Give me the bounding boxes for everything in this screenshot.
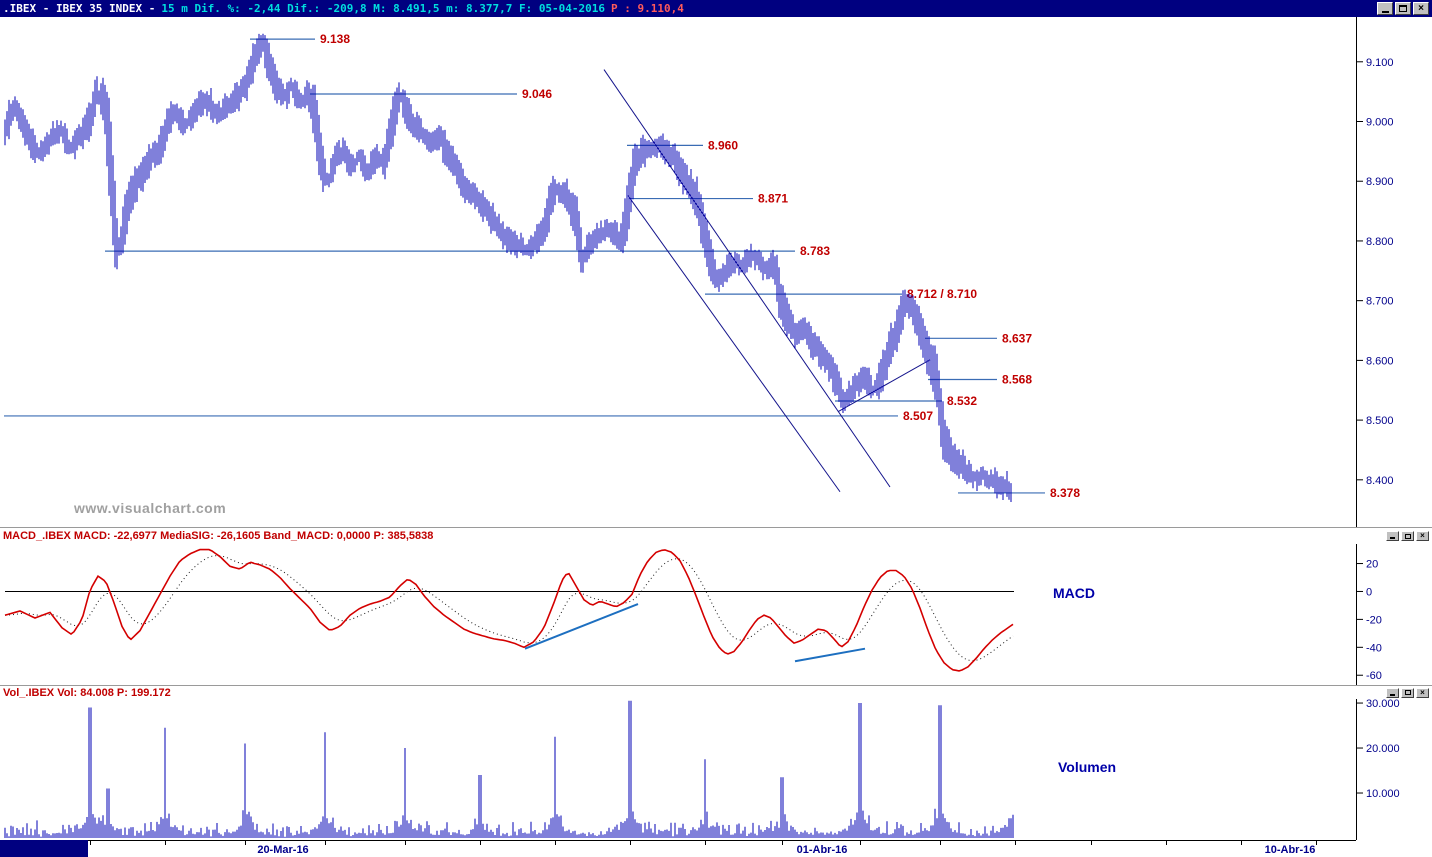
time-axis-tick	[90, 841, 91, 845]
y-axis-label: 9.000	[1366, 117, 1394, 129]
y-axis-label: 8.500	[1366, 415, 1394, 427]
y-axis-label: 10.000	[1366, 788, 1400, 800]
close-button[interactable]: ×	[1413, 2, 1429, 15]
maximize-icon	[1404, 533, 1411, 539]
y-axis-label: 0	[1366, 586, 1372, 598]
y-axis-label: 8.900	[1366, 176, 1394, 188]
minimize-icon	[1390, 537, 1395, 539]
level-label: 8.960	[708, 138, 738, 152]
title-bar: .IBEX - IBEX 35 INDEX - 15 m Dif. %: -2,…	[0, 0, 1432, 17]
close-icon: ×	[1420, 687, 1425, 697]
y-axis-label: -60	[1366, 670, 1382, 682]
time-axis-label: 01-Abr-16	[796, 844, 848, 856]
level-label: 9.138	[320, 32, 350, 46]
volume-chart: 30.000 20.000 10.000	[4, 699, 1400, 840]
maximize-icon	[1399, 5, 1407, 12]
macd-close-button[interactable]: ×	[1416, 531, 1429, 541]
close-icon: ×	[1420, 531, 1425, 540]
time-axis-label: 10-Abr-16	[1264, 844, 1316, 856]
minimize-button[interactable]	[1377, 2, 1393, 15]
macd-minimize-button[interactable]	[1386, 531, 1399, 541]
y-axis-label: 20.000	[1366, 743, 1400, 755]
level-label: 8.637	[1002, 331, 1032, 345]
volume-minimize-button[interactable]	[1386, 687, 1399, 698]
volume-pane-label: Volumen	[1058, 759, 1117, 775]
time-axis-tick	[245, 841, 246, 845]
macd-panel-header: MACD_.IBEX MACD: -22,6977 MediaSIG: -26,…	[0, 527, 1432, 544]
level-label: 8.871	[758, 192, 788, 206]
level-label: 8.532	[947, 394, 977, 408]
y-axis-label: 8.400	[1366, 475, 1394, 487]
time-axis-label: 20-Mar-16	[257, 844, 309, 856]
divergence-line[interactable]	[794, 647, 866, 663]
volume-close-button[interactable]: ×	[1416, 687, 1429, 698]
y-axis-label: -40	[1366, 642, 1382, 654]
divergence-line[interactable]	[524, 603, 639, 650]
macd-header-text: MACD_.IBEX MACD: -22,6977 MediaSIG: -26,…	[3, 530, 434, 542]
maximize-icon	[1404, 690, 1411, 695]
window-controls: ×	[1377, 2, 1429, 15]
title-info: 15 m Dif. %: -2,44 Dif.: -209,8 M: 8.491…	[161, 2, 606, 15]
time-axis-tick	[1241, 841, 1242, 845]
maximize-button[interactable]	[1395, 2, 1411, 15]
volume-header-text: Vol_.IBEX Vol: 84.008 P: 199.172	[3, 686, 171, 699]
level-label: 8.712 / 8.710	[907, 287, 977, 301]
y-axis-label: 8.800	[1366, 236, 1394, 248]
minimize-icon	[1390, 693, 1395, 696]
bottom-left-filler	[0, 840, 88, 857]
close-icon: ×	[1418, 2, 1424, 14]
time-axis-tick	[1015, 841, 1016, 845]
y-axis-label: 8.600	[1366, 355, 1394, 367]
level-label: 9.046	[522, 87, 552, 101]
time-axis-tick	[405, 841, 406, 845]
macd-maximize-button[interactable]	[1401, 531, 1414, 541]
macd-pane-label: MACD	[1053, 585, 1095, 601]
macd-panel-controls: ×	[1386, 531, 1429, 541]
time-axis-tick	[325, 841, 326, 845]
time-axis-tick	[165, 841, 166, 845]
time-axis-tick	[860, 841, 861, 845]
y-axis-label: 8.700	[1366, 296, 1394, 308]
minimize-icon	[1381, 10, 1389, 13]
volume-panel-controls: ×	[1386, 687, 1429, 698]
volume-maximize-button[interactable]	[1401, 687, 1414, 698]
price-chart: 9.100 9.000 8.900 8.800 8.700 8.600 8.500 8.400…	[4, 17, 1394, 527]
time-axis-tick	[1166, 841, 1167, 845]
volume-panel-header: Vol_.IBEX Vol: 84.008 P: 199.172 ×	[0, 685, 1432, 699]
title-last-price: P : 9.110,4	[611, 2, 684, 15]
time-axis-tick	[1091, 841, 1092, 845]
volume-bars	[4, 700, 1014, 838]
time-axis-tick	[940, 841, 941, 845]
time-axis-tick	[782, 841, 783, 845]
level-label: 8.507	[903, 409, 933, 423]
y-axis-label: 30.000	[1366, 699, 1400, 710]
time-axis-tick	[705, 841, 706, 845]
time-axis-tick	[630, 841, 631, 845]
level-label: 8.568	[1002, 372, 1032, 386]
level-label: 8.378	[1050, 486, 1080, 500]
trendline[interactable]	[837, 359, 931, 413]
time-axis-tick	[555, 841, 556, 845]
trendline[interactable]	[603, 69, 891, 488]
time-axis-tick	[480, 841, 481, 845]
macd-line	[4, 548, 1014, 672]
price-bars	[4, 33, 1012, 502]
volume-chart-panel: 30.000 20.000 10.000	[0, 699, 1432, 840]
watermark: www.visualchart.com	[74, 500, 227, 516]
time-axis-tick	[1316, 841, 1317, 845]
trendline[interactable]	[627, 195, 841, 493]
y-axis-label: 20	[1366, 559, 1378, 571]
time-axis-line	[0, 840, 1356, 841]
title-symbol: .IBEX - IBEX 35 INDEX -	[3, 2, 156, 15]
y-axis-label: -20	[1366, 614, 1382, 626]
price-chart-panel: 9.100 9.000 8.900 8.800 8.700 8.600 8.500 8.400…	[0, 17, 1432, 527]
time-axis: 20-Mar-16 01-Abr-16 10-Abr-16	[0, 840, 1432, 857]
macd-chart-panel: 20 0 -20 -40 -60	[0, 544, 1432, 685]
macd-chart: 20 0 -20 -40 -60	[4, 544, 1382, 685]
signal-line	[4, 555, 1014, 662]
level-label: 8.783	[800, 244, 830, 258]
y-axis-label: 9.100	[1366, 57, 1394, 69]
